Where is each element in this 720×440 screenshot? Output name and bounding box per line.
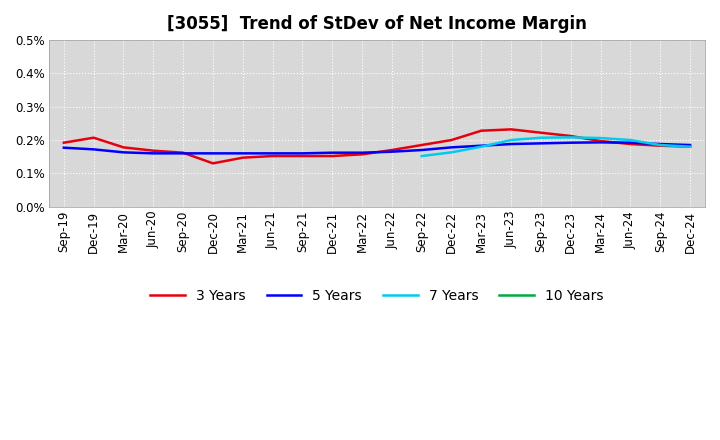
3 Years (238, 155, 247, 160)
3 Years (536, 130, 545, 136)
3 Years (447, 137, 456, 143)
7 Years (626, 137, 635, 143)
5 Years (328, 150, 336, 155)
3 Years (119, 145, 127, 150)
3 Years (685, 144, 694, 149)
5 Years (89, 147, 98, 152)
7 Years (567, 135, 575, 140)
3 Years (477, 128, 486, 133)
3 Years (418, 143, 426, 148)
5 Years (626, 140, 635, 145)
3 Years (149, 148, 158, 153)
7 Years (685, 144, 694, 149)
3 Years (387, 147, 396, 153)
7 Years (447, 150, 456, 155)
5 Years (477, 143, 486, 148)
7 Years (536, 135, 545, 140)
3 Years (209, 161, 217, 166)
5 Years (238, 151, 247, 156)
7 Years (418, 154, 426, 159)
3 Years (656, 143, 665, 148)
5 Years (298, 151, 307, 156)
3 Years (328, 154, 336, 159)
3 Years (507, 127, 516, 132)
Line: 7 Years: 7 Years (422, 137, 690, 156)
7 Years (596, 136, 605, 141)
5 Years (119, 150, 127, 155)
5 Years (656, 141, 665, 147)
5 Years (269, 151, 277, 156)
5 Years (685, 143, 694, 148)
5 Years (358, 150, 366, 155)
5 Years (567, 140, 575, 145)
3 Years (596, 139, 605, 144)
Title: [3055]  Trend of StDev of Net Income Margin: [3055] Trend of StDev of Net Income Marg… (167, 15, 587, 33)
5 Years (596, 140, 605, 145)
3 Years (269, 154, 277, 159)
3 Years (358, 152, 366, 157)
5 Years (60, 145, 68, 150)
7 Years (477, 144, 486, 149)
Line: 5 Years: 5 Years (64, 143, 690, 154)
7 Years (656, 143, 665, 148)
5 Years (507, 141, 516, 147)
5 Years (387, 149, 396, 154)
3 Years (626, 141, 635, 147)
5 Years (179, 151, 187, 156)
3 Years (567, 133, 575, 139)
5 Years (209, 151, 217, 156)
3 Years (179, 150, 187, 155)
5 Years (447, 145, 456, 150)
5 Years (536, 141, 545, 146)
Line: 3 Years: 3 Years (64, 129, 690, 163)
5 Years (149, 151, 158, 156)
Legend: 3 Years, 5 Years, 7 Years, 10 Years: 3 Years, 5 Years, 7 Years, 10 Years (145, 283, 609, 308)
3 Years (60, 140, 68, 145)
3 Years (89, 135, 98, 140)
3 Years (298, 154, 307, 159)
5 Years (418, 147, 426, 153)
7 Years (507, 137, 516, 143)
